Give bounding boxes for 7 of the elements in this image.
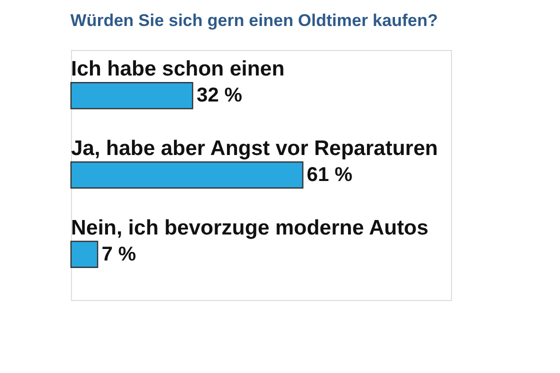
data-label: 7 % xyxy=(102,243,136,266)
y-tick-label: Ich habe schon einen xyxy=(71,58,285,81)
data-label: 61 % xyxy=(306,164,353,186)
y-tick-label: Nein, ich bevorzuge moderne Autos xyxy=(71,216,428,240)
data-label: 32 % xyxy=(196,84,242,107)
chart-title: Würden Sie sich gern einen Oldtimer kaufen? xyxy=(70,11,438,30)
y-tick-label: Ja, habe aber Angst vor Reparaturen xyxy=(71,137,438,160)
